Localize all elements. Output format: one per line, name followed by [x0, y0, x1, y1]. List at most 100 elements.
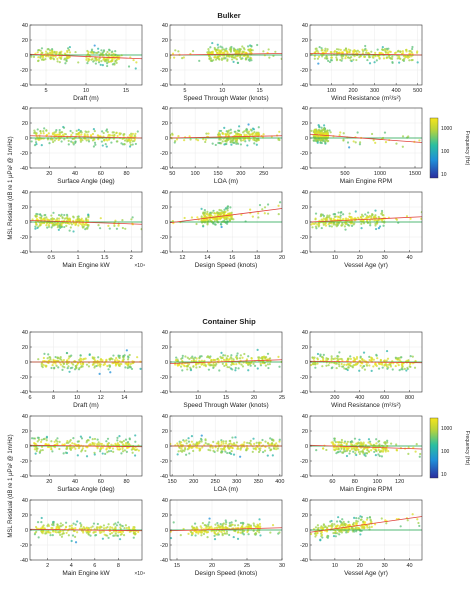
data-point: [343, 49, 346, 52]
data-point: [37, 59, 40, 62]
data-point: [405, 215, 409, 218]
data-point: [387, 55, 391, 58]
data-point: [377, 448, 380, 452]
data-point: [183, 365, 186, 368]
data-point: [115, 357, 118, 360]
data-point: [75, 222, 78, 225]
data-point: [231, 58, 234, 61]
data-point: [59, 222, 62, 225]
data-point: [231, 523, 234, 526]
data-point: [74, 541, 78, 544]
data-point: [384, 50, 387, 53]
data-point: [30, 140, 33, 143]
x-tick-label: 40: [72, 479, 78, 485]
data-point: [348, 215, 351, 218]
data-point: [372, 447, 375, 450]
y-tick-label: 20: [302, 513, 308, 519]
data-point: [398, 358, 401, 362]
data-point: [337, 516, 340, 519]
x-tick-label: 60: [329, 479, 335, 485]
data-point: [220, 531, 223, 534]
data-point: [42, 221, 46, 225]
x-tick-label: 14: [121, 395, 127, 401]
data-point: [45, 532, 48, 535]
data-point: [330, 218, 333, 221]
data-point: [127, 443, 130, 446]
y-tick-label: -20: [300, 235, 308, 241]
data-point: [361, 450, 364, 453]
data-point: [82, 525, 85, 529]
data-point: [207, 355, 210, 359]
data-point: [192, 365, 195, 368]
data-point: [39, 130, 42, 133]
data-point: [223, 364, 226, 368]
data-point: [58, 357, 62, 360]
data-point: [386, 441, 389, 444]
data-point: [60, 57, 63, 60]
data-point: [122, 355, 125, 358]
data-point: [207, 48, 210, 51]
data-point: [338, 525, 341, 528]
data-point: [400, 356, 403, 359]
data-point: [345, 531, 348, 534]
data-point: [333, 443, 337, 446]
data-point: [198, 442, 201, 445]
data-point: [354, 452, 357, 455]
data-point: [67, 534, 70, 537]
data-point: [225, 142, 228, 146]
data-point: [232, 363, 236, 366]
data-point: [311, 226, 314, 229]
data-point: [332, 222, 336, 225]
data-point: [80, 437, 84, 440]
data-point: [62, 452, 65, 455]
x-tick-label: 6: [28, 395, 31, 401]
data-point: [74, 223, 77, 227]
data-point: [246, 441, 249, 444]
data-point: [93, 44, 96, 47]
data-point: [336, 532, 339, 535]
data-point: [89, 443, 92, 447]
y-tick-label: 40: [22, 414, 28, 420]
data-point: [203, 443, 206, 447]
data-point: [34, 221, 37, 224]
x-tick-label: 15: [257, 88, 263, 94]
data-point: [347, 520, 350, 523]
data-point: [96, 447, 99, 450]
data-point: [115, 227, 119, 230]
y-tick-label: -20: [20, 459, 28, 465]
data-point: [118, 356, 121, 359]
y-tick-label: -40: [20, 474, 28, 480]
x-tick-label: 10: [74, 395, 80, 401]
data-point: [248, 139, 251, 142]
data-point: [38, 450, 42, 453]
data-point: [45, 435, 49, 439]
data-point: [251, 215, 254, 218]
data-point: [349, 357, 353, 361]
data-point: [122, 439, 125, 443]
y-tick-label: 20: [162, 513, 168, 519]
data-point: [186, 368, 189, 371]
data-point: [362, 351, 366, 354]
data-point: [87, 216, 90, 219]
data-point: [200, 207, 203, 210]
data-point: [344, 222, 347, 225]
data-point: [401, 366, 404, 369]
data-point: [36, 137, 39, 141]
data-point: [225, 359, 228, 362]
data-point: [123, 142, 126, 146]
data-point: [257, 132, 260, 135]
data-point: [345, 449, 348, 453]
data-point: [202, 532, 206, 536]
data-point: [206, 443, 209, 446]
data-point: [111, 526, 114, 529]
data-point: [227, 217, 230, 220]
data-point: [361, 358, 364, 361]
data-point: [258, 449, 262, 452]
data-point: [56, 440, 59, 443]
data-point: [51, 52, 54, 55]
x-axis-label: Draft (m): [73, 95, 99, 102]
data-point: [60, 140, 63, 143]
data-point: [360, 213, 364, 216]
data-point: [264, 364, 267, 367]
